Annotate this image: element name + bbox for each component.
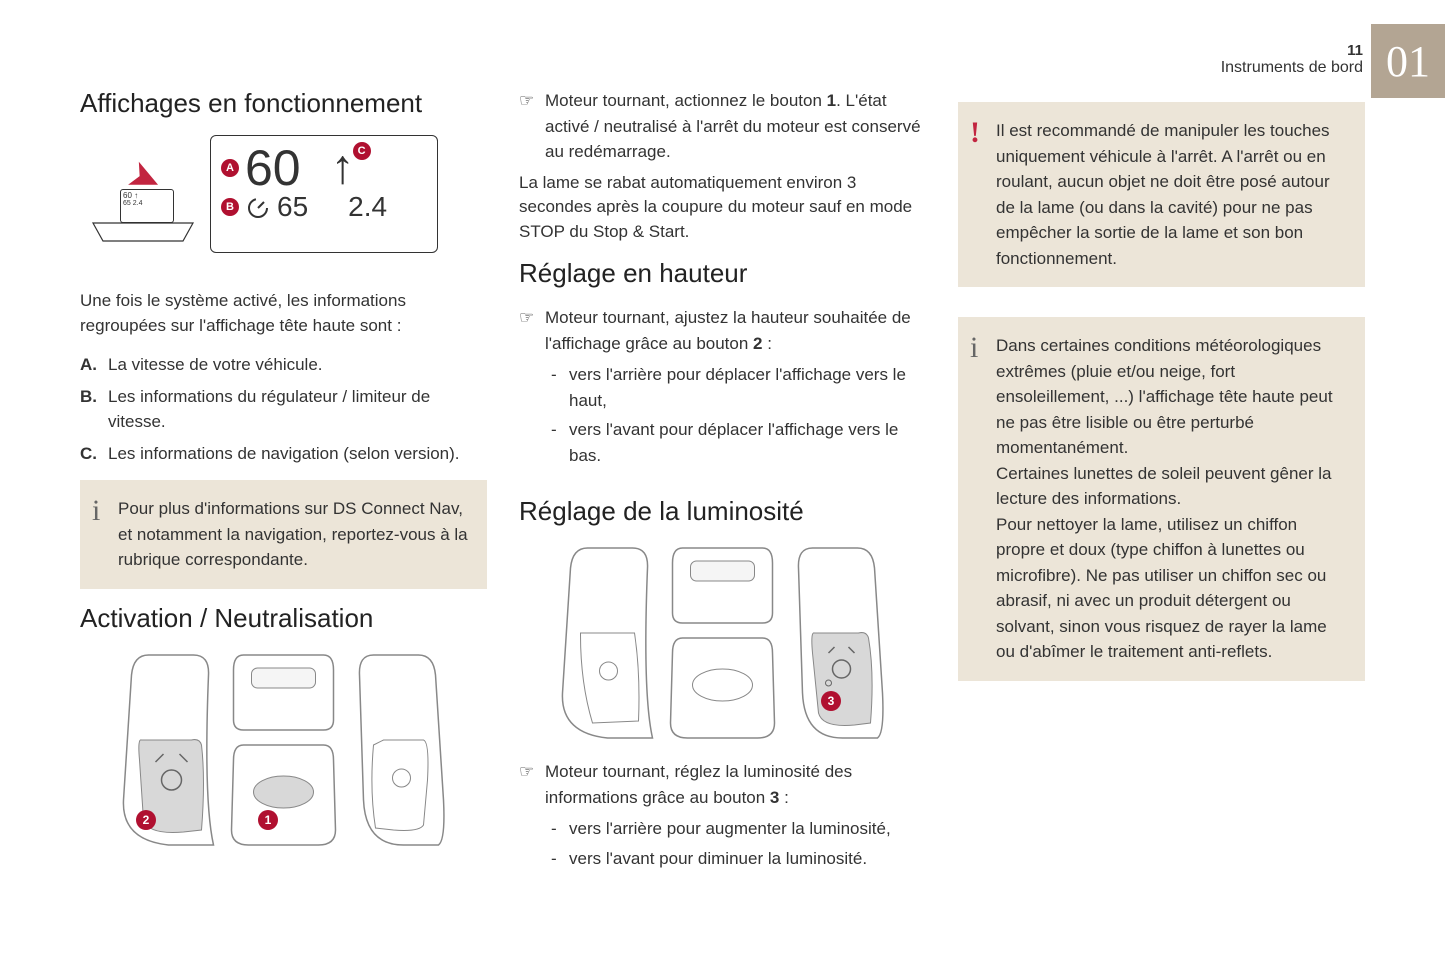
heading-luminosite: Réglage de la luminosité	[519, 496, 926, 527]
hand-icon: ☞	[519, 305, 545, 356]
console-figure-12: 2 1	[80, 650, 487, 850]
list-item: vers l'avant pour diminuer la luminosité…	[551, 846, 926, 872]
info-icon: i	[92, 496, 118, 573]
content-columns: Affichages en fonctionnement ➤ 60 ↑ 65 2…	[80, 88, 1365, 883]
section-name: Instruments de bord	[1221, 59, 1363, 77]
marker-c: C	[353, 142, 371, 160]
infobox-text: Dans certaines conditions météorologique…	[996, 333, 1349, 665]
hud-mini: ➤ 60 ↑ 65 2.4	[88, 185, 178, 245]
chapter-badge: 01	[1371, 24, 1445, 98]
column-1: Affichages en fonctionnement ➤ 60 ↑ 65 2…	[80, 88, 487, 883]
warning-box: ! Il est recommandé de manipuler les tou…	[958, 102, 1365, 287]
bullet-text: Moteur tournant, actionnez le bouton 1. …	[545, 88, 926, 165]
warnbox-text: Il est recommandé de manipuler les touch…	[996, 118, 1349, 271]
dash-list-hauteur: vers l'arrière pour déplacer l'affichage…	[551, 362, 926, 468]
list-item: B.Les informations du régulateur / limit…	[80, 384, 487, 435]
hud-mini-base	[88, 221, 198, 245]
list-item: A.La vitesse de votre véhicule.	[80, 352, 487, 378]
action-bullet-1: ☞ Moteur tournant, actionnez le bouton 1…	[519, 88, 926, 165]
info-box-weather: i Dans certaines conditions météorologiq…	[958, 317, 1365, 681]
marker-b: B	[221, 198, 239, 216]
intro-text: Une fois le système activé, les informat…	[80, 289, 487, 338]
speedometer-icon	[245, 194, 271, 220]
hud-limit: 65	[277, 191, 308, 223]
info-icon: i	[970, 333, 996, 665]
list-item: C.Les informations de navigation (selon …	[80, 441, 487, 467]
hand-icon: ☞	[519, 88, 545, 165]
hud-mini-blade: 60 ↑ 65 2.4	[120, 189, 174, 223]
hud-navdist: 2.4	[348, 191, 387, 223]
warning-icon: !	[970, 118, 996, 271]
column-3: ! Il est recommandé de manipuler les tou…	[958, 88, 1365, 883]
list-item: vers l'arrière pour augmenter la luminos…	[551, 816, 926, 842]
infobox-text: Pour plus d'informations sur DS Connect …	[118, 496, 471, 573]
marker-a: A	[221, 159, 239, 177]
callout-2: 2	[136, 810, 156, 830]
hud-display: A 60 ↑C B 65 2.4	[210, 135, 438, 253]
heading-affichages: Affichages en fonctionnement	[80, 88, 487, 119]
hud-figure: ➤ 60 ↑ 65 2.4 A 60 ↑C B 65	[80, 135, 487, 265]
console-figure-3: 3	[519, 543, 926, 743]
hud-legend-list: A.La vitesse de votre véhicule. B.Les in…	[80, 352, 487, 466]
list-item: vers l'avant pour déplacer l'affichage v…	[551, 417, 926, 468]
callout-1: 1	[258, 810, 278, 830]
hand-icon: ☞	[519, 759, 545, 810]
mini-line1: 60 ↑	[123, 192, 171, 200]
action-bullet-2: ☞ Moteur tournant, ajustez la hauteur so…	[519, 305, 926, 356]
list-item: vers l'arrière pour déplacer l'affichage…	[551, 362, 926, 413]
console-illustration	[519, 543, 926, 743]
heading-activation: Activation / Neutralisation	[80, 603, 487, 634]
page-number: 11	[1221, 42, 1363, 59]
page-header: 11 Instruments de bord 01	[1221, 24, 1445, 98]
dash-list-luminosite: vers l'arrière pour augmenter la luminos…	[551, 816, 926, 871]
heading-hauteur: Réglage en hauteur	[519, 258, 926, 289]
bullet-text: Moteur tournant, ajustez la hauteur souh…	[545, 305, 926, 356]
info-box-nav: i Pour plus d'informations sur DS Connec…	[80, 480, 487, 589]
bullet-text: Moteur tournant, réglez la luminosité de…	[545, 759, 926, 810]
hud-speed: 60	[245, 143, 301, 193]
mini-line2: 65 2.4	[123, 200, 171, 207]
column-2: ☞ Moteur tournant, actionnez le bouton 1…	[519, 88, 926, 883]
page-number-block: 11 Instruments de bord	[1221, 42, 1363, 77]
nav-arrow-icon: ↑C	[331, 140, 355, 195]
action-bullet-3: ☞ Moteur tournant, réglez la luminosité …	[519, 759, 926, 810]
para-lame: La lame se rabat automatiquement environ…	[519, 171, 926, 245]
